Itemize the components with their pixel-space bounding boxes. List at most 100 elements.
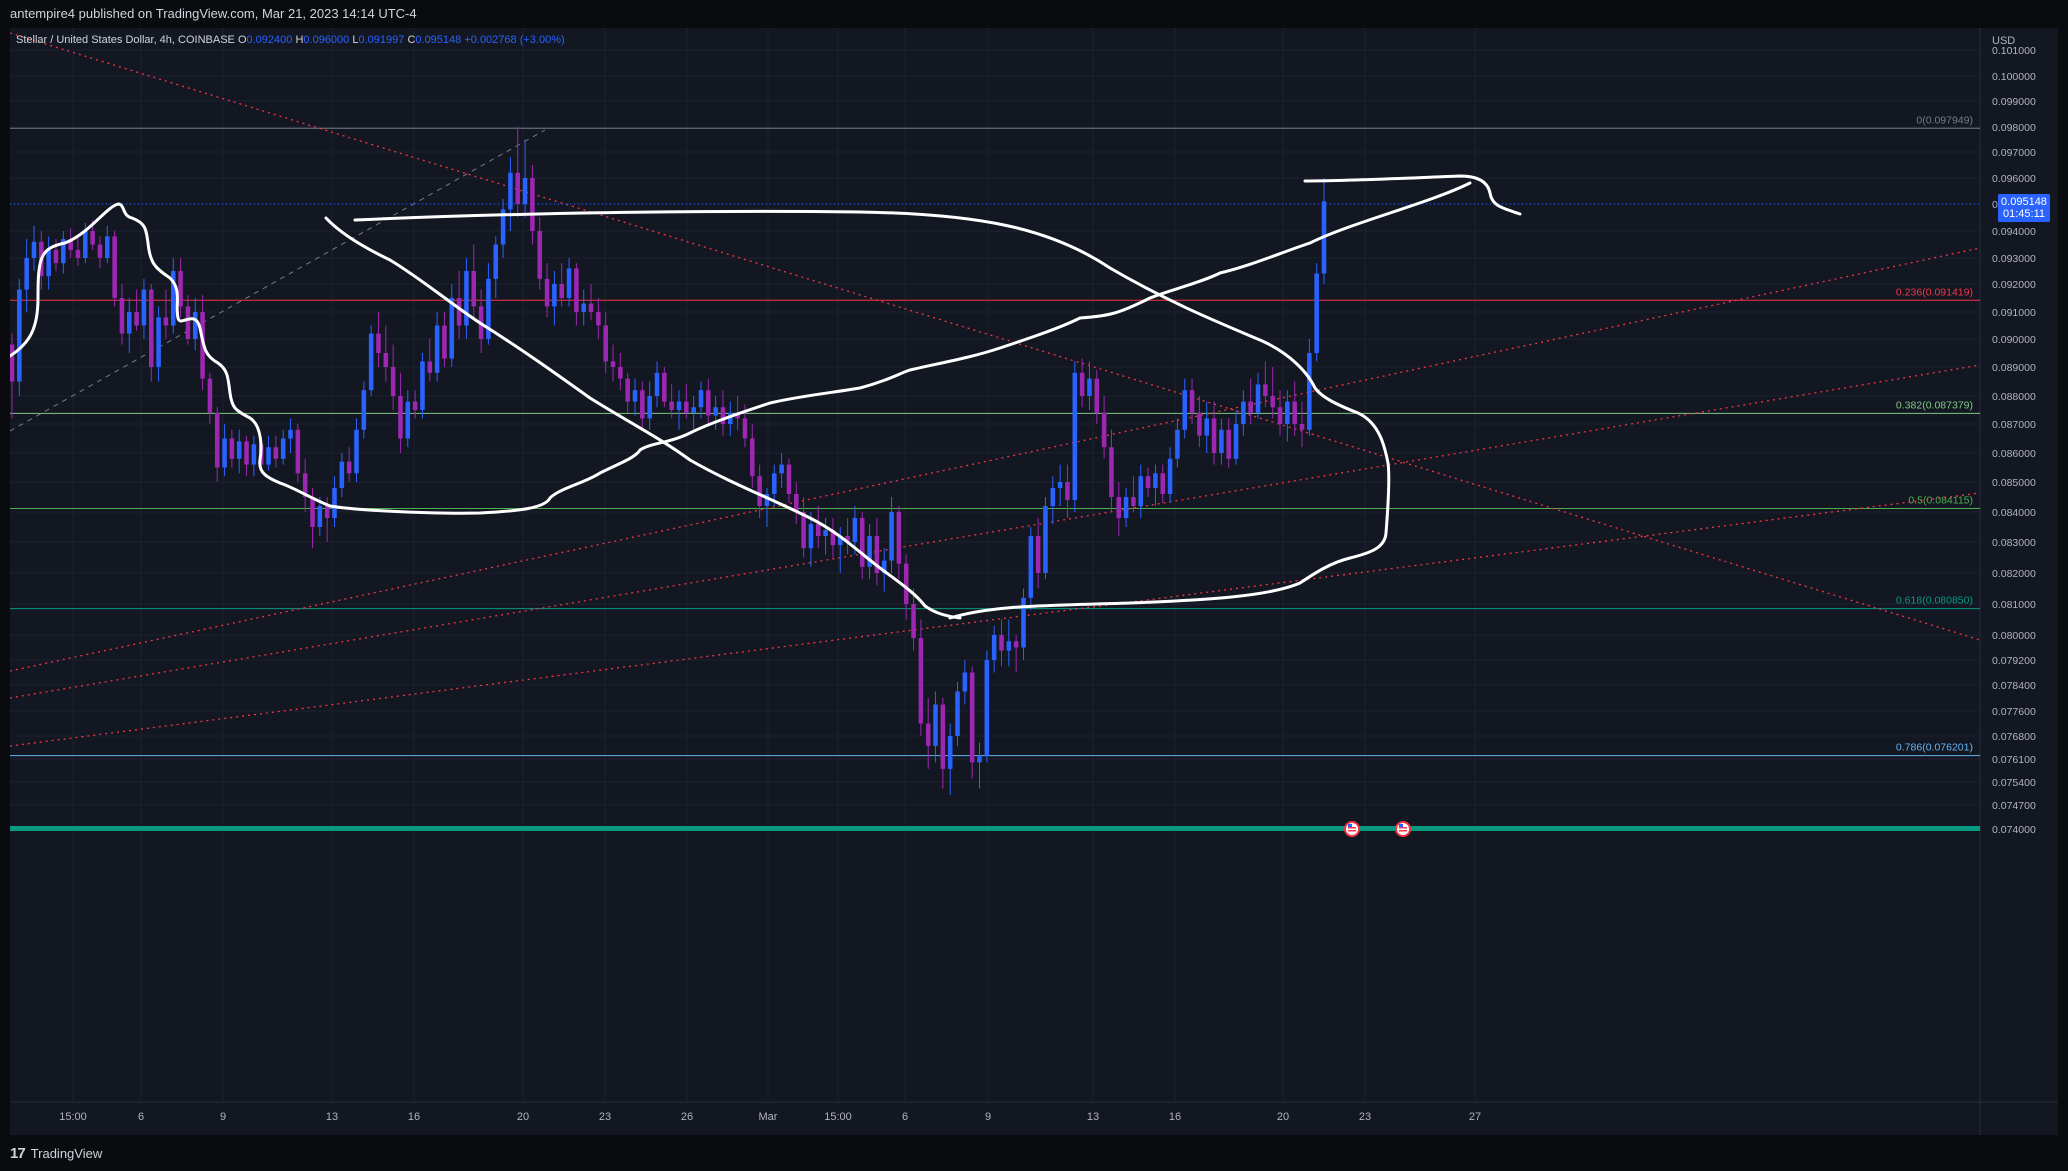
chart-panel[interactable]: USD 0.101000 0.100000 0.099000 0.098000 0.09… (10, 28, 2058, 1135)
freehand-top-arc[interactable] (353, 209, 1391, 620)
candle (706, 378, 711, 424)
candle-body (1035, 536, 1041, 573)
candle-body (1263, 384, 1268, 396)
symbol-legend[interactable]: Stellar / United States Dollar, 4h, COIN… (16, 34, 565, 46)
price-axis-tick-label: 0.083000 (1992, 537, 2036, 549)
descending-trendline[interactable] (10, 32, 1981, 641)
candle (830, 518, 836, 558)
candle-body (830, 530, 836, 546)
candle-body (464, 271, 469, 326)
us-flag-event-icon[interactable] (1344, 821, 1360, 837)
tradingview-logo-icon: 17 (10, 1144, 26, 1162)
price-axis-tick-label: 0.084000 (1992, 507, 2036, 519)
candle-body (222, 438, 227, 468)
candle (376, 312, 381, 367)
candle-body (24, 258, 29, 290)
publish-header: antempire4 published on TradingView.com,… (0, 0, 2068, 28)
time-axis-tick-label: 23 (1359, 1111, 1371, 1123)
candle-body (801, 512, 806, 549)
low-label: L (352, 34, 359, 46)
candle-body (1270, 396, 1275, 408)
candle (346, 447, 352, 482)
candle (918, 619, 924, 736)
candle-body (486, 278, 491, 339)
candle-body (1167, 458, 1173, 494)
candle-body (588, 303, 594, 312)
us-flag-event-icon[interactable] (1395, 821, 1411, 837)
candle-body (280, 438, 286, 459)
candle (640, 381, 645, 430)
baseline-band (10, 826, 1980, 831)
candle (17, 278, 22, 396)
ascending-trendline-lower[interactable] (10, 492, 1981, 747)
candle (178, 258, 183, 318)
freehand-descending-curve[interactable] (324, 216, 962, 620)
freehand-left-shape[interactable] (10, 181, 1472, 515)
candle-body (10, 344, 15, 382)
candle (962, 660, 968, 705)
fib-anchor-dashed-line[interactable] (10, 129, 546, 432)
candle (1013, 635, 1019, 673)
candle (1175, 418, 1180, 468)
candle-body (867, 536, 872, 567)
candle (596, 298, 601, 339)
time-axis-tick-label: 20 (517, 1111, 529, 1123)
candle-body (127, 312, 132, 334)
candle-body (640, 390, 645, 419)
candle (559, 263, 564, 307)
price-axis-tick-label: 0.074700 (1992, 800, 2036, 812)
symbol-name[interactable]: Stellar / United States Dollar, 4h, COIN… (16, 34, 235, 46)
trend-lines[interactable] (10, 32, 1981, 747)
candle (75, 236, 81, 266)
candle-body (1160, 473, 1166, 494)
economic-events[interactable] (1344, 821, 1411, 837)
candle (728, 401, 733, 436)
freehand-drawings[interactable] (10, 174, 1522, 620)
candle-body (1153, 473, 1158, 488)
candle-body (566, 268, 572, 298)
candle-body (302, 473, 308, 497)
candle (720, 390, 726, 436)
candle (471, 244, 477, 318)
candle-body (244, 441, 249, 465)
candle-body (977, 755, 982, 763)
candle (896, 506, 902, 580)
chart-canvas[interactable]: USD 0.101000 0.100000 0.099000 0.098000 0.09… (10, 28, 2058, 1135)
time-axis-tick-label: 20 (1277, 1111, 1289, 1123)
candle-body (1087, 378, 1092, 396)
candle (222, 424, 227, 477)
candle-body (1050, 488, 1056, 506)
candle (163, 289, 169, 339)
candle-body (1292, 401, 1297, 424)
candle (1160, 464, 1166, 503)
tradingview-logo[interactable]: 17 TradingView (10, 1144, 102, 1162)
time-axis-tick-label: 13 (326, 1111, 338, 1123)
freehand-right-bracket[interactable] (1303, 174, 1522, 216)
candle (1270, 367, 1275, 419)
candle-body (17, 289, 22, 382)
candle-body (1314, 273, 1319, 353)
candle-body (933, 704, 938, 746)
candle-body (1299, 424, 1305, 430)
candle (764, 488, 770, 527)
currency-label: USD (1992, 35, 2015, 47)
candle (1028, 527, 1034, 611)
candle-body (1182, 390, 1188, 430)
candle (134, 289, 139, 331)
candle (552, 271, 557, 326)
candle-body (332, 488, 337, 518)
fib-level-label: 0.382(0.087379) (1896, 399, 1973, 411)
candle (815, 506, 821, 549)
candle (669, 384, 674, 419)
candle-body (676, 401, 682, 410)
time-axis-tick-label: 15:00 (824, 1111, 852, 1123)
candle (24, 239, 29, 312)
candle (1211, 401, 1217, 465)
candle-body (1079, 372, 1085, 396)
candle-body (552, 284, 557, 307)
candle (1131, 476, 1136, 512)
candle (522, 139, 528, 218)
time-axis-tick-label: 9 (220, 1111, 226, 1123)
candle (251, 435, 257, 477)
candle-body (68, 239, 73, 250)
